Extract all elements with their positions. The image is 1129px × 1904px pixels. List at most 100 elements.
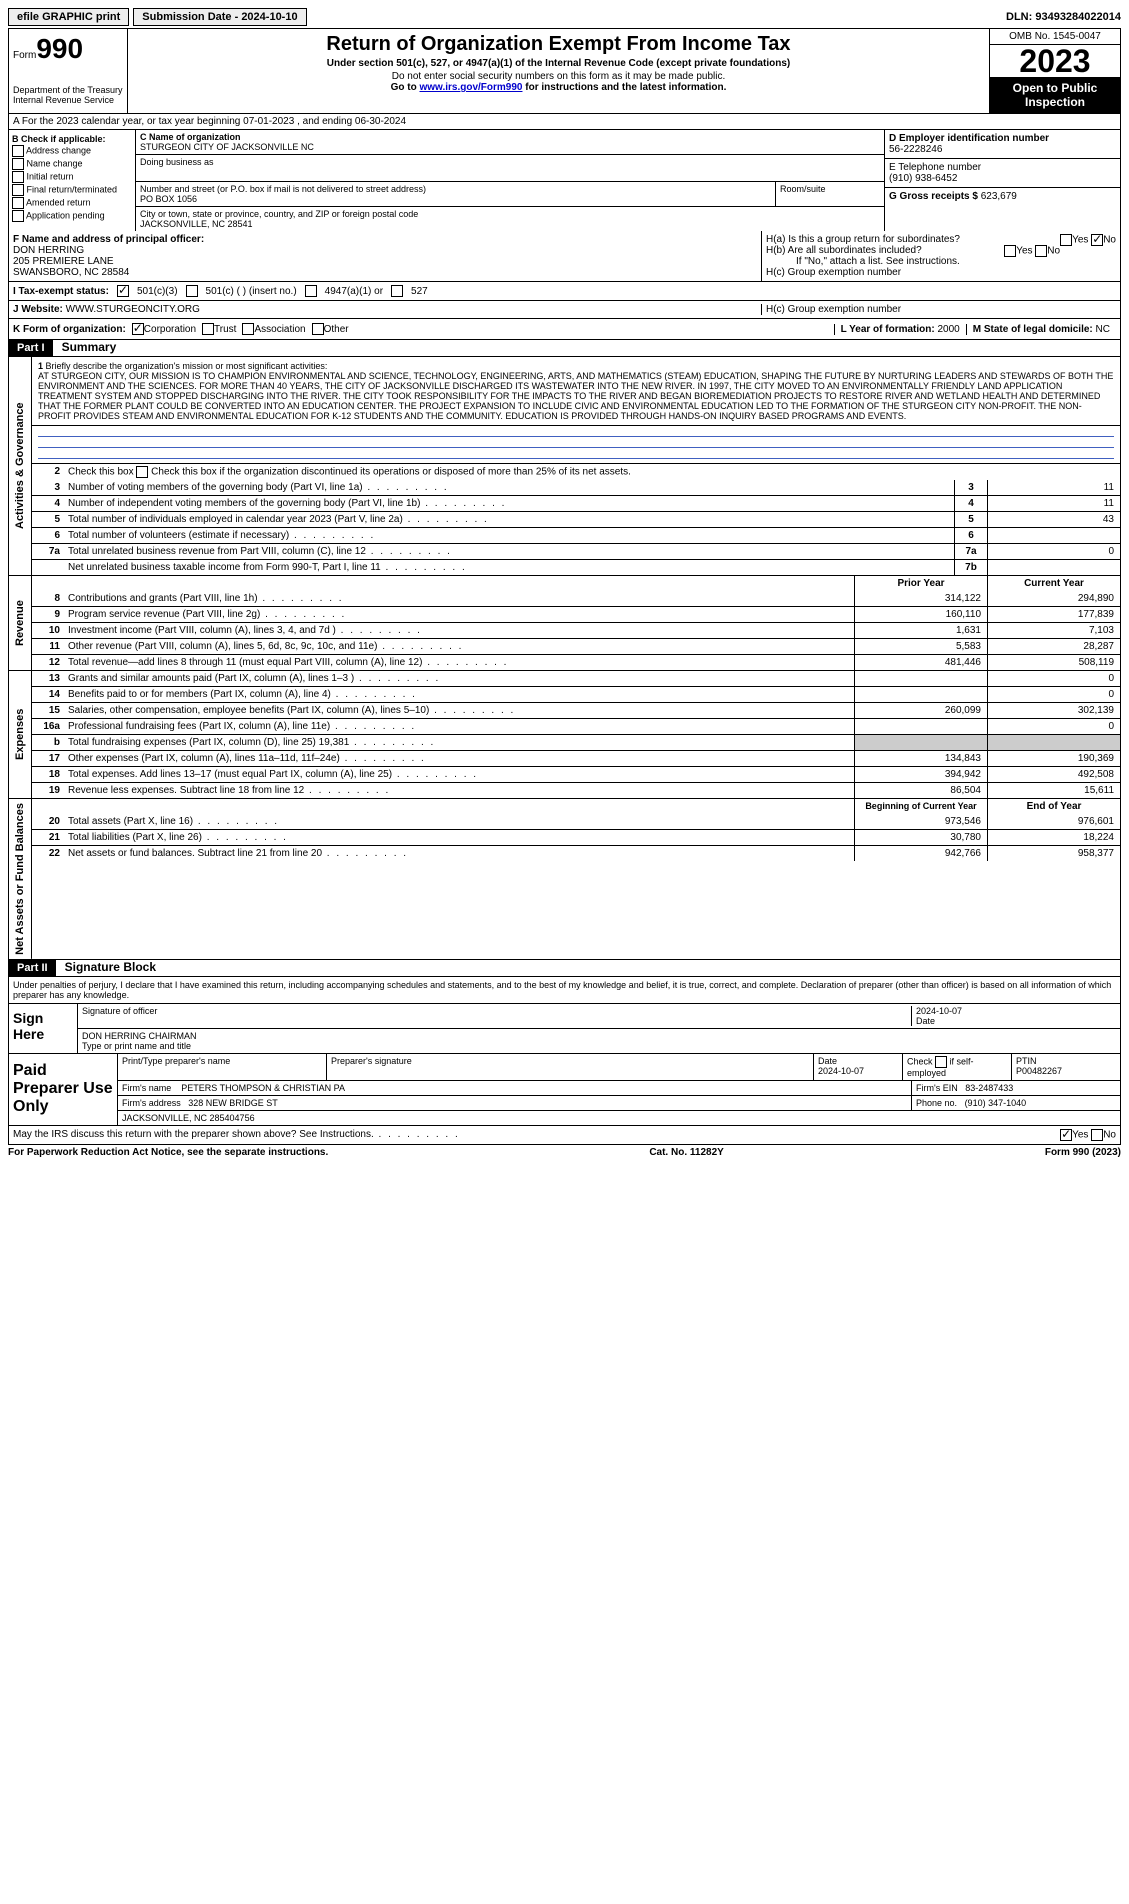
addr-label: Number and street (or P.O. box if mail i…	[140, 184, 771, 194]
row-a-tax-year: A For the 2023 calendar year, or tax yea…	[8, 114, 1121, 130]
discuss-text: May the IRS discuss this return with the…	[13, 1129, 1060, 1141]
officer-addr1: 205 PREMIERE LANE	[13, 256, 757, 267]
form-header: Form990 Department of the Treasury Inter…	[8, 28, 1121, 114]
phone-label: E Telephone number	[889, 162, 1116, 173]
line-row: 7aTotal unrelated business revenue from …	[32, 543, 1120, 559]
section-activities-governance: Activities & Governance 1 Briefly descri…	[8, 357, 1121, 576]
line-row: 15Salaries, other compensation, employee…	[32, 702, 1120, 718]
cb-address-change[interactable]	[12, 145, 24, 157]
prep-date: 2024-10-07	[818, 1066, 898, 1076]
dln: DLN: 93493284022014	[1006, 11, 1121, 23]
line-row: 22Net assets or fund balances. Subtract …	[32, 845, 1120, 861]
tax-year: 2023	[990, 45, 1120, 77]
city-value: JACKSONVILLE, NC 28541	[140, 219, 880, 229]
self-employed-check: Check if self-employed	[903, 1054, 1012, 1080]
cb-discontinued[interactable]	[136, 466, 148, 478]
cb-4947[interactable]	[305, 285, 317, 297]
officer-label: F Name and address of principal officer:	[13, 234, 757, 245]
org-name-label: C Name of organization	[140, 132, 880, 142]
org-name: STURGEON CITY OF JACKSONVILLE NC	[140, 142, 880, 152]
cb-initial-return[interactable]	[12, 171, 24, 183]
part1-badge: Part I	[9, 340, 53, 356]
line-row: 18Total expenses. Add lines 13–17 (must …	[32, 766, 1120, 782]
footer-right: Form 990 (2023)	[1045, 1147, 1121, 1158]
line-row: 19Revenue less expenses. Subtract line 1…	[32, 782, 1120, 798]
ha-row: H(a) Is this a group return for subordin…	[766, 234, 1116, 245]
form-label: Form990	[13, 33, 123, 65]
cb-hb-yes[interactable]	[1004, 245, 1016, 257]
line-row: 14Benefits paid to or for members (Part …	[32, 686, 1120, 702]
footer-mid: Cat. No. 11282Y	[649, 1147, 723, 1158]
cb-assoc[interactable]	[242, 323, 254, 335]
side-label-rev: Revenue	[9, 576, 32, 670]
line-row: 5Total number of individuals employed in…	[32, 511, 1120, 527]
type-name-label: Type or print name and title	[82, 1041, 1116, 1051]
part2-badge: Part II	[9, 960, 56, 976]
side-label-exp: Expenses	[9, 671, 32, 798]
ein-label: D Employer identification number	[889, 133, 1116, 144]
line-row: 16aProfessional fundraising fees (Part I…	[32, 718, 1120, 734]
hc-label: H(c) Group exemption number	[766, 304, 901, 315]
cb-other[interactable]	[312, 323, 324, 335]
row-tax-status: I Tax-exempt status: 501(c)(3) 501(c) ( …	[8, 282, 1121, 301]
instructions-link: Go to www.irs.gov/Form990 for instructio…	[132, 82, 985, 93]
dept-label: Department of the Treasury Internal Reve…	[13, 85, 123, 105]
cb-501c[interactable]	[186, 285, 198, 297]
row-klm: K Form of organization: Corporation Trus…	[8, 319, 1121, 340]
cb-527[interactable]	[391, 285, 403, 297]
cb-final-return[interactable]	[12, 184, 24, 196]
signature-block: Under penalties of perjury, I declare th…	[8, 977, 1121, 1145]
cb-501c3[interactable]	[117, 285, 129, 297]
part2-header-row: Part II Signature Block	[8, 960, 1121, 977]
efile-button[interactable]: efile GRAPHIC print	[8, 8, 129, 26]
hb-note: If "No," attach a list. See instructions…	[766, 256, 1116, 267]
cb-application-pending[interactable]	[12, 210, 24, 222]
irs-link[interactable]: www.irs.gov/Form990	[419, 82, 522, 93]
cb-ha-yes[interactable]	[1060, 234, 1072, 246]
firm-phone: (910) 347-1040	[965, 1098, 1027, 1108]
addr-value: PO BOX 1056	[140, 194, 771, 204]
form-subtitle: Under section 501(c), 527, or 4947(a)(1)…	[132, 58, 985, 69]
cb-discuss-yes[interactable]	[1060, 1129, 1072, 1141]
officer-name: DON HERRING	[13, 245, 757, 256]
cb-hb-no[interactable]	[1035, 245, 1047, 257]
line-row: 12Total revenue—add lines 8 through 11 (…	[32, 654, 1120, 670]
cb-corp[interactable]	[132, 323, 144, 335]
date-label: Date	[916, 1016, 1116, 1026]
section-fgh: F Name and address of principal officer:…	[8, 231, 1121, 282]
ptin-value: P00482267	[1016, 1066, 1116, 1076]
part1-title: Summary	[56, 340, 117, 354]
cb-ha-no[interactable]	[1091, 234, 1103, 246]
side-label-ag: Activities & Governance	[9, 357, 32, 575]
website-value: WWW.STURGEONCITY.ORG	[66, 304, 200, 315]
cb-name-change[interactable]	[12, 158, 24, 170]
footer: For Paperwork Reduction Act Notice, see …	[8, 1145, 1121, 1160]
firm-ein: 83-2487433	[965, 1083, 1013, 1093]
line-row: 13Grants and similar amounts paid (Part …	[32, 671, 1120, 686]
hdr-current: Current Year	[987, 576, 1120, 591]
section-net-assets: Net Assets or Fund Balances Beginning of…	[8, 799, 1121, 960]
cb-amended-return[interactable]	[12, 197, 24, 209]
section-revenue: Revenue Prior Year Current Year 8Contrib…	[8, 576, 1121, 671]
row-website: J Website: WWW.STURGEONCITY.ORG H(c) Gro…	[8, 301, 1121, 319]
paid-preparer-label: Paid Preparer Use Only	[9, 1054, 118, 1125]
submission-date: Submission Date - 2024-10-10	[133, 8, 306, 26]
open-public-badge: Open to Public Inspection	[990, 77, 1120, 113]
cb-trust[interactable]	[202, 323, 214, 335]
line-row: 9Program service revenue (Part VIII, lin…	[32, 606, 1120, 622]
line-row: 3Number of voting members of the governi…	[32, 480, 1120, 495]
hdr-end: End of Year	[987, 799, 1120, 814]
line-row: 6Total number of volunteers (estimate if…	[32, 527, 1120, 543]
line-row: 8Contributions and grants (Part VIII, li…	[32, 591, 1120, 606]
officer-addr2: SWANSBORO, NC 28584	[13, 267, 757, 278]
officer-name-title: DON HERRING CHAIRMAN	[82, 1031, 1116, 1041]
sig-date: 2024-10-07	[916, 1006, 1116, 1016]
section-bcd: B Check if applicable: Address change Na…	[8, 130, 1121, 231]
cb-self-employed[interactable]	[935, 1056, 947, 1068]
cb-discuss-no[interactable]	[1091, 1129, 1103, 1141]
ssn-note: Do not enter social security numbers on …	[132, 71, 985, 82]
line-row: 20Total assets (Part X, line 16)973,5469…	[32, 814, 1120, 829]
line-row: 21Total liabilities (Part X, line 26)30,…	[32, 829, 1120, 845]
col-b-checkboxes: B Check if applicable: Address change Na…	[9, 130, 136, 231]
side-label-nab: Net Assets or Fund Balances	[9, 799, 32, 959]
